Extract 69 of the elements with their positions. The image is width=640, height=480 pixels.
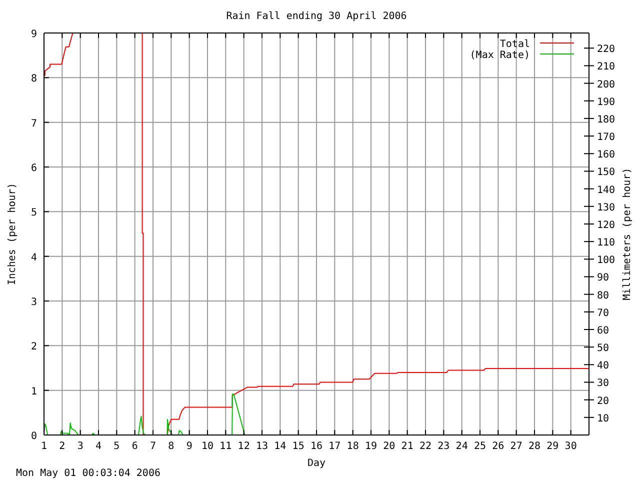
x-tick-label: 19 (364, 441, 378, 452)
text: Mon May 01 00:03:04 2006 (16, 468, 160, 479)
y-tick-label: 3 (30, 297, 37, 308)
x-tick-label: 21 (401, 441, 414, 452)
x-tick-label: 12 (238, 441, 250, 452)
y2-tick-label: 160 (597, 150, 616, 161)
y2-tick-label: 150 (597, 167, 616, 178)
x-tick-label: 2 (59, 441, 66, 452)
x-tick-label: 26 (492, 441, 504, 452)
y2-tick-label: 100 (597, 255, 616, 266)
y-tick-label: 0 (30, 431, 37, 442)
x-tick-label: 27 (510, 441, 522, 452)
x-tick-label: 16 (310, 441, 323, 452)
y2-tick-label: 200 (597, 79, 616, 90)
x-tick-label: 17 (328, 441, 341, 452)
y2-tick-label: 90 (597, 272, 610, 284)
y-axis-title: Inches (per hour) (7, 182, 18, 286)
x-tick-label: 8 (168, 441, 174, 452)
x-tick-label: 6 (132, 441, 138, 452)
x-tick-label: 15 (292, 441, 304, 452)
y2-tick-label: 20 (597, 396, 610, 407)
y2-tick-label: 80 (597, 290, 610, 302)
x-tick-label: 9 (186, 441, 192, 452)
y2-tick-label: 130 (597, 202, 616, 214)
y2-tick-label: 220 (597, 44, 616, 56)
x-tick-label: 23 (438, 441, 450, 452)
y-tick-label: 6 (30, 163, 37, 174)
y2-tick-label: 30 (597, 378, 610, 390)
y-tick-label: 9 (30, 29, 37, 40)
x-tick-label: 25 (474, 441, 486, 452)
y2-tick-label: 210 (597, 62, 616, 73)
x-tick-label: 11 (220, 441, 232, 452)
y-tick-label: 1 (30, 386, 37, 398)
x-tick-label: 4 (95, 441, 102, 452)
y2-tick-label: 70 (597, 308, 610, 319)
y2-tick-label: 110 (597, 238, 616, 249)
x-tick-label: 24 (456, 441, 468, 452)
y2-tick-label: 50 (597, 343, 610, 354)
legend-label: (Max Rate) (470, 50, 530, 61)
y2-tick-label: 190 (597, 96, 616, 108)
y2-tick-label: 120 (597, 220, 616, 231)
y-tick-label: 7 (30, 118, 37, 130)
x-tick-label: 14 (274, 441, 286, 452)
y2-axis-title: Millimeters (per hour) (622, 168, 633, 300)
y-tick-label: 4 (30, 252, 37, 264)
y-tick-label: 2 (30, 342, 37, 353)
x-tick-label: 1 (40, 441, 48, 452)
x-tick-label: 22 (419, 441, 432, 452)
x-tick-label: 3 (77, 441, 84, 452)
x-tick-label: 5 (114, 441, 120, 452)
chart-title: Rain Fall ending 30 April 2006 (226, 11, 407, 22)
x-tick-label: 20 (383, 441, 396, 452)
x-tick-label: 28 (528, 441, 541, 452)
y2-tick-label: 170 (597, 132, 616, 144)
y-tick-label: 8 (30, 74, 37, 85)
x-tick-label: 18 (346, 441, 359, 452)
legend-label: Total (500, 39, 530, 50)
y2-tick-label: 40 (597, 360, 610, 372)
y2-tick-label: 10 (597, 413, 610, 424)
y-tick-label: 5 (30, 208, 37, 219)
x-tick-label: 10 (201, 441, 214, 452)
y2-tick-label: 180 (597, 114, 616, 126)
x-tick-label: 13 (256, 441, 268, 452)
y2-tick-label: 140 (597, 184, 616, 196)
x-tick-label: 7 (150, 441, 156, 452)
x-tick-label: 29 (546, 441, 559, 452)
x-tick-label: 30 (564, 441, 577, 452)
x-axis-title: Day (307, 458, 326, 469)
y2-tick-label: 60 (597, 325, 610, 336)
